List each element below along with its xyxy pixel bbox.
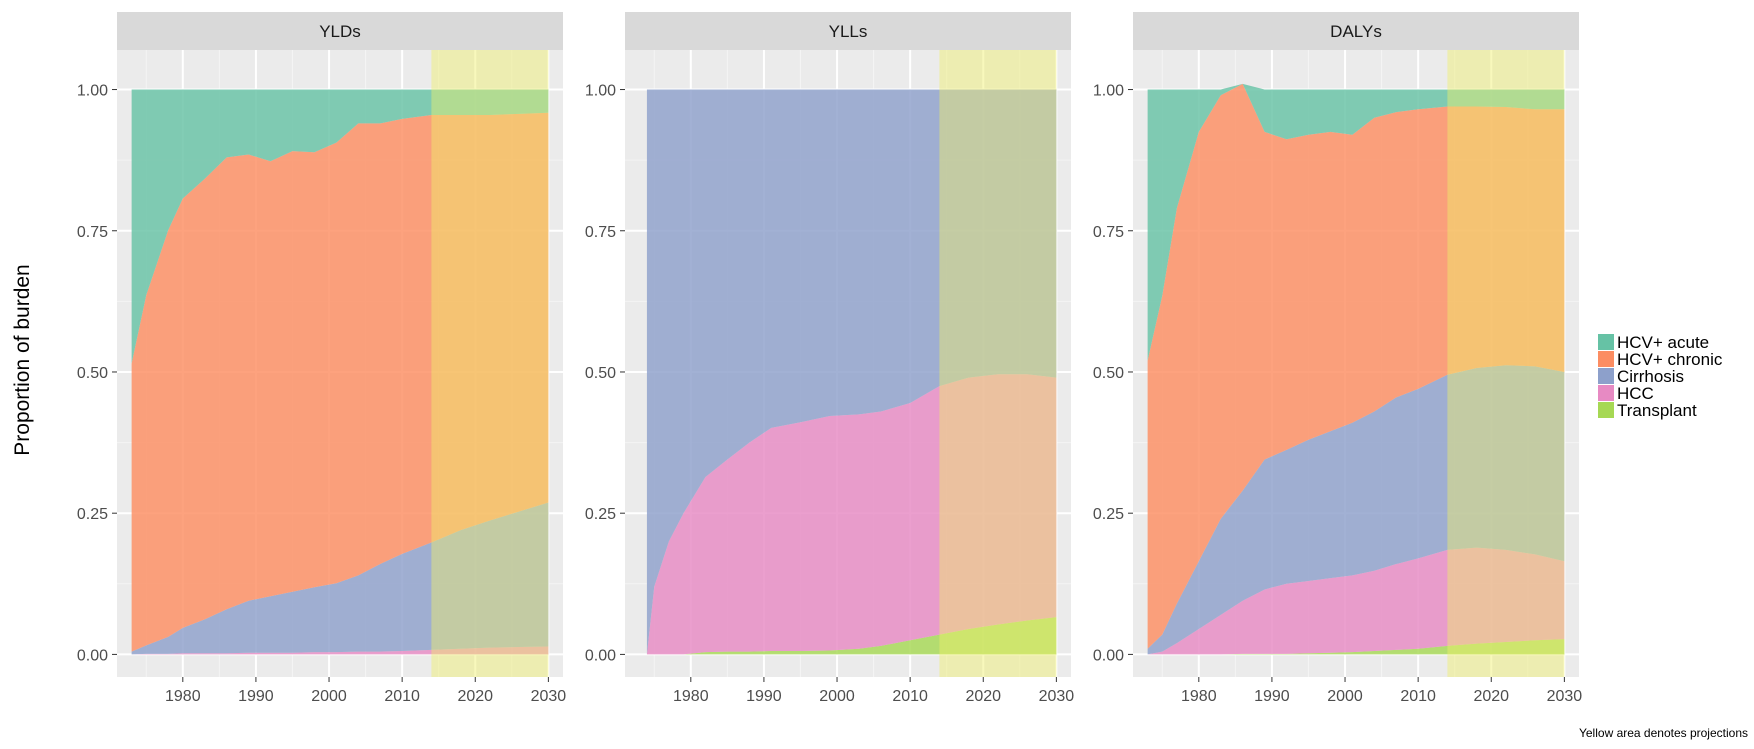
x-tick-label: 2030 bbox=[531, 688, 567, 705]
facet-strip bbox=[117, 12, 563, 50]
caption: Yellow area denotes projections bbox=[1579, 726, 1748, 740]
legend-label: Cirrhosis bbox=[1617, 367, 1684, 386]
facet-title: DALYs bbox=[1330, 22, 1382, 41]
y-tick-label: 0.00 bbox=[1093, 647, 1124, 664]
panel-dalys: DALYs 1980 1990 2000 2010 2020 2030 0.00 0.25 0.5… bbox=[1093, 12, 1582, 705]
x-tick-label: 2010 bbox=[892, 688, 928, 705]
projection-band bbox=[1447, 50, 1565, 677]
area-hcc bbox=[646, 374, 1057, 655]
x-tick-label: 2000 bbox=[311, 688, 347, 705]
area-transplant bbox=[1147, 639, 1565, 655]
x-tick-label: 2010 bbox=[384, 688, 420, 705]
x-tick-label: 1980 bbox=[165, 688, 201, 705]
legend-swatch bbox=[1598, 334, 1614, 350]
panels-layer: YLDs 1980 1990 2000 2010 2020 2030 0.00 0.25 0.50… bbox=[77, 12, 1582, 705]
y-tick-label: 1.00 bbox=[77, 83, 108, 100]
x-tick-label: 2000 bbox=[819, 688, 855, 705]
y-tick-label: 0.00 bbox=[585, 647, 616, 664]
facet-strip bbox=[625, 12, 1071, 50]
x-tick-label: 1980 bbox=[1181, 688, 1217, 705]
y-tick-label: 0.75 bbox=[77, 224, 108, 241]
x-tick-label: 2020 bbox=[1473, 688, 1509, 705]
x-tick-label: 2020 bbox=[457, 688, 493, 705]
legend-swatch bbox=[1598, 368, 1614, 384]
y-tick-label: 0.25 bbox=[77, 506, 108, 523]
x-tick-label: 1990 bbox=[238, 688, 274, 705]
x-tick-label: 1990 bbox=[1254, 688, 1290, 705]
legend-swatch bbox=[1598, 385, 1614, 401]
area-hcc bbox=[131, 646, 549, 655]
projection-band bbox=[431, 50, 549, 677]
projection-band bbox=[939, 50, 1057, 677]
legend-swatch bbox=[1598, 402, 1614, 418]
area-cirrhosis bbox=[131, 502, 549, 655]
legend-label: Transplant bbox=[1617, 401, 1697, 420]
facet-strip bbox=[1133, 12, 1579, 50]
area-hcv-chronic bbox=[131, 112, 549, 652]
facet-title: YLLs bbox=[829, 22, 868, 41]
area-transplant bbox=[646, 617, 1057, 655]
y-tick-label: 0.00 bbox=[77, 647, 108, 664]
x-tick-label: 2020 bbox=[965, 688, 1001, 705]
legend-label: HCV+ acute bbox=[1617, 333, 1709, 352]
area-cirrhosis bbox=[1147, 365, 1565, 655]
legend-label: HCV+ chronic bbox=[1617, 350, 1723, 369]
x-tick-label: 2010 bbox=[1400, 688, 1436, 705]
area-hcv-acute bbox=[1147, 83, 1565, 361]
x-tick-label: 2030 bbox=[1039, 688, 1075, 705]
y-axis-title: Proportion of burden bbox=[11, 264, 34, 455]
y-tick-label: 1.00 bbox=[585, 83, 616, 100]
legend-swatch bbox=[1598, 351, 1614, 367]
panel-ylls: YLLs 1980 1990 2000 2010 2020 2030 0.00 0.25 0.50… bbox=[585, 12, 1074, 705]
y-tick-label: 0.75 bbox=[1093, 224, 1124, 241]
facet-title: YLDs bbox=[319, 22, 361, 41]
y-tick-label: 0.50 bbox=[585, 365, 616, 382]
y-tick-label: 0.25 bbox=[1093, 506, 1124, 523]
legend-label: HCC bbox=[1617, 384, 1654, 403]
area-hcc bbox=[1147, 547, 1565, 655]
x-tick-label: 1980 bbox=[673, 688, 709, 705]
x-tick-label: 2030 bbox=[1547, 688, 1583, 705]
y-tick-label: 0.75 bbox=[585, 224, 616, 241]
y-tick-label: 0.50 bbox=[77, 365, 108, 382]
area-cirrhosis bbox=[646, 89, 1057, 655]
panel-ylds: YLDs 1980 1990 2000 2010 2020 2030 0.00 0.25 0.50… bbox=[77, 12, 566, 705]
area-hcv-chronic bbox=[1147, 83, 1565, 649]
y-tick-label: 0.25 bbox=[585, 506, 616, 523]
x-tick-label: 1990 bbox=[746, 688, 782, 705]
y-tick-label: 1.00 bbox=[1093, 83, 1124, 100]
area-hcv-acute bbox=[131, 89, 549, 364]
x-tick-label: 2000 bbox=[1327, 688, 1363, 705]
y-tick-label: 0.50 bbox=[1093, 365, 1124, 382]
